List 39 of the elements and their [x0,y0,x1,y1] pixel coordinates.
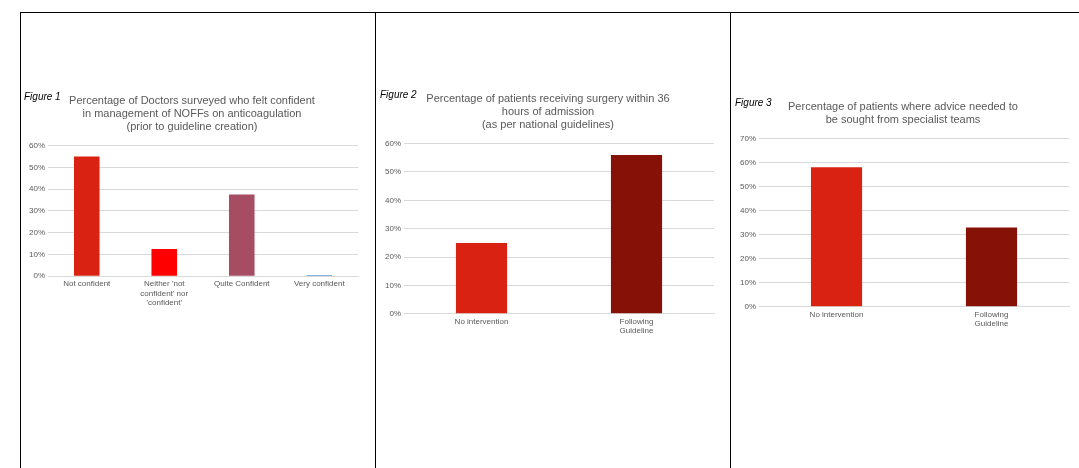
y-tick-label: 30% [385,223,402,233]
y-tick-label: 60% [29,140,46,150]
y-tick-label: 40% [740,205,757,215]
y-tick-label: 60% [740,157,757,167]
y-tick-label: 40% [29,184,46,194]
x-tick-label: No intervention [809,309,864,319]
caption: Figure 1 [24,90,61,102]
y-tick-label: 60% [385,138,402,148]
y-tick-label: 50% [740,181,757,191]
y-tick-label: 30% [740,229,757,239]
x-tick-label: Following Guideline [974,309,1009,329]
y-tick-label: 50% [29,162,46,172]
y-tick-label: 30% [29,206,46,216]
y-tick-label: 10% [385,280,402,290]
y-tick-label: 50% [385,167,402,177]
caption: Figure 2 [380,88,418,100]
y-tick-label: 20% [385,252,402,262]
y-tick-label: 0% [33,271,46,281]
x-tick-label: Very confident [293,279,346,289]
y-tick-label: 20% [740,253,757,263]
chart-title: Percentage of patients where advice needed to be sought from specialist teams [788,99,1018,125]
x-tick-label: Neither 'not confident' nor 'confident' [140,279,189,308]
y-tick-label: 10% [740,277,757,287]
chart-title: Percentage of patients receiving surgery within 36 hours of admission (as per national guidelines) [426,91,670,131]
y-tick-label: 0% [744,302,757,311]
bar [151,248,178,276]
x-tick-label: No intervention [454,316,509,326]
y-tick-label: 0% [389,309,402,318]
caption: Figure 3 [735,96,773,108]
bar [228,194,255,276]
y-tick-label: 70% [740,133,757,143]
x-tick-label: Quite Confident [213,279,271,289]
x-tick-label: Not confident [63,279,112,289]
bar [73,156,100,276]
chart-title: Percentage of Doctors surveyed who felt confident in management of NOFFs on anticoagulation (prior to guideline creation) [69,93,315,133]
y-tick-label: 10% [29,249,46,259]
x-tick-label: Following Guideline [619,316,654,336]
y-tick-label: 40% [385,195,402,205]
y-tick-label: 20% [29,227,46,237]
